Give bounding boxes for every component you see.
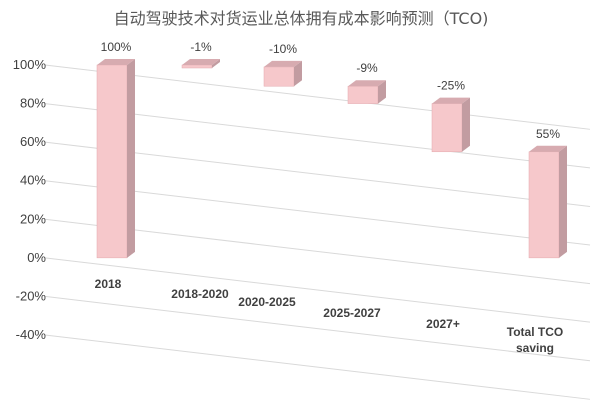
data-label: -9% [356, 61, 378, 75]
y-tick-label: 40% [20, 173, 46, 188]
gridline [44, 218, 591, 285]
gridline [44, 334, 591, 400]
data-labels: 100% -1% -10% -9% -25% 55% [101, 40, 561, 141]
y-tick-label: -40% [16, 327, 47, 342]
category-label: 2020-2025 [238, 295, 296, 309]
y-tick-label: 60% [20, 134, 46, 149]
chart-title: 自动驾驶技术对货运业总体拥有成本影响预测（TCO) [114, 9, 489, 28]
y-tick-label: 100% [13, 57, 47, 72]
y-axis-tick-labels: 100% 80% 60% 40% 20% 0% -20% -40% [13, 57, 47, 342]
data-label: 55% [536, 127, 560, 141]
gridline [44, 180, 591, 246]
gridline [44, 64, 591, 130]
y-tick-label: 0% [27, 250, 46, 265]
data-label: -25% [437, 79, 465, 93]
category-label: Total TCO saving [507, 325, 563, 355]
bar [96, 59, 135, 259]
category-label: 2018-2020 [171, 287, 229, 301]
y-tick-label: 80% [20, 96, 46, 111]
bar [263, 60, 302, 87]
y-tick-label: -20% [16, 288, 47, 303]
bars [96, 59, 567, 259]
category-labels: 2018 2018-2020 2020-2025 2025-2027 2027+ Tota… [95, 277, 564, 355]
category-label: 2018 [95, 277, 122, 291]
data-label: 100% [101, 40, 132, 54]
category-label: 2025-2027 [323, 306, 381, 320]
y-tick-label: 20% [20, 211, 46, 226]
bar [347, 80, 386, 104]
gridline [44, 295, 591, 362]
data-label: -10% [269, 42, 297, 56]
gridline [44, 103, 591, 169]
bar [431, 97, 470, 153]
gridline [44, 141, 591, 207]
category-label: 2027+ [426, 317, 460, 331]
bar [528, 145, 567, 259]
gridlines [44, 64, 591, 400]
gridline [44, 257, 591, 323]
bar [181, 59, 220, 69]
data-label: -1% [190, 40, 212, 54]
